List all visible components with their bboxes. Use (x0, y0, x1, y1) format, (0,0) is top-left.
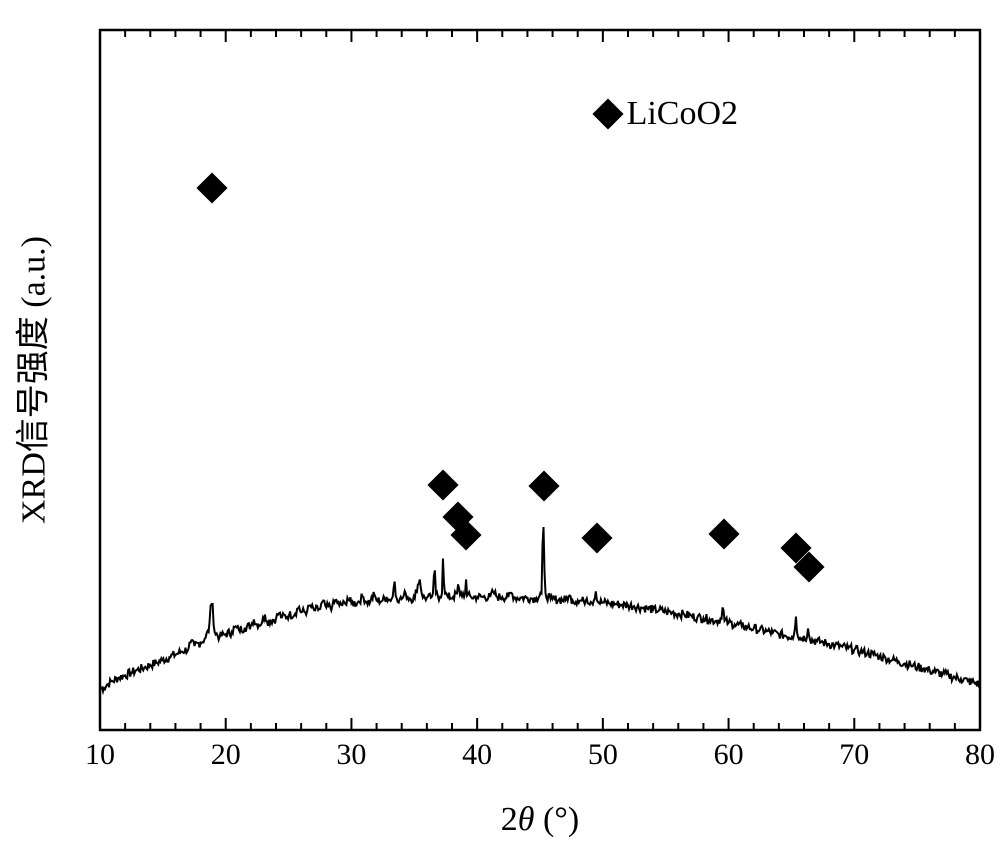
legend: LiCoO2 (597, 95, 738, 133)
x-tick-label: 40 (462, 738, 492, 772)
xrd-trace (100, 527, 980, 692)
x-tick-label: 30 (336, 738, 366, 772)
x-tick-label: 80 (965, 738, 995, 772)
x-tick-label: 10 (85, 738, 115, 772)
legend-diamond-icon (592, 98, 623, 129)
legend-label: LiCoO2 (627, 95, 738, 133)
xrd-figure: XRD信号强度 (a.u.) 2θ (°) 1020304050607080 L… (0, 0, 1000, 851)
plot-area (0, 0, 1000, 851)
x-tick-label: 60 (714, 738, 744, 772)
plot-border (100, 30, 980, 730)
x-tick-label: 70 (839, 738, 869, 772)
x-tick-label: 20 (211, 738, 241, 772)
x-tick-label: 50 (588, 738, 618, 772)
